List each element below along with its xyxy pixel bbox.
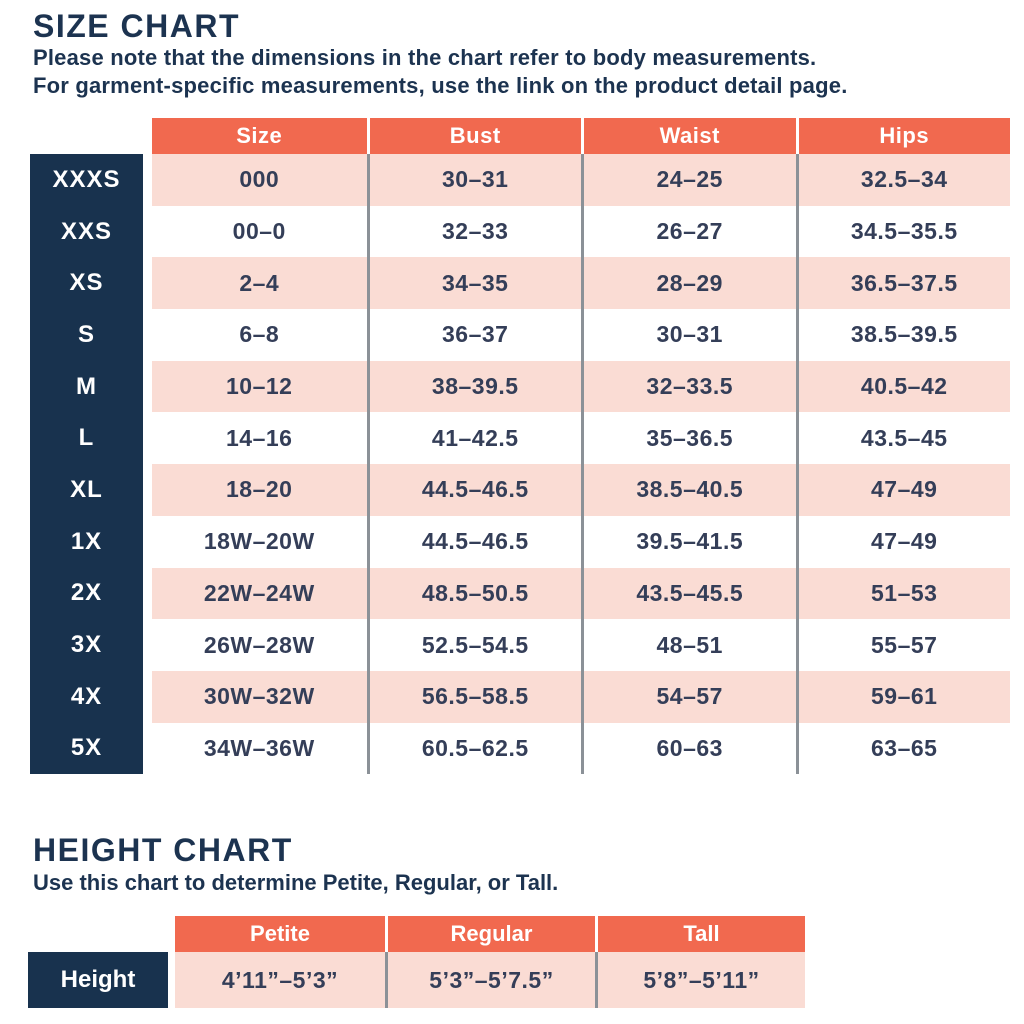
cell-waist: 54–57	[581, 670, 796, 723]
size-row-label: 4X	[70, 682, 103, 710]
cell-bust: 44.5–46.5	[366, 464, 582, 516]
height-chart-title: HEIGHT CHART	[33, 832, 293, 869]
cell-bust: 38–39.5	[366, 360, 582, 413]
cell-size: 26W–28W	[203, 631, 315, 658]
size-chart-header-row: Size Bust Waist Hips	[152, 118, 1010, 154]
size-row-label: 1X	[70, 527, 103, 555]
column-header-tall: Tall	[595, 916, 805, 953]
size-row-label: M	[76, 372, 97, 400]
cell-bust: 56.5–58.5	[366, 670, 582, 723]
cell-size: 000	[239, 166, 280, 193]
table-row: 2–4 34–35 28–29 36.5–37.5	[152, 257, 1011, 310]
size-chart-data-area: Size Bust Waist Hips 000 30–31 24–25 32.5–3…	[152, 118, 1011, 775]
cell-waist: 43.5–45.5	[581, 567, 796, 620]
cell-bust: 36–37	[366, 309, 582, 361]
cell-hips: 40.5–42	[795, 360, 1011, 413]
cell-waist: 26–27	[581, 205, 796, 258]
cell-size: 30W–32W	[203, 683, 315, 710]
cell-waist: 38.5–40.5	[581, 464, 796, 516]
cell-bust: 48.5–50.5	[366, 567, 582, 620]
cell-hips: 34.5–35.5	[795, 205, 1011, 258]
table-row: 10–12 38–39.5 32–33.5 40.5–42	[152, 360, 1011, 413]
size-row-label: 3X	[70, 631, 103, 659]
cell-bust: 52.5–54.5	[366, 619, 582, 671]
column-header-petite: Petite	[175, 916, 385, 953]
cell-bust: 60.5–62.5	[366, 722, 582, 775]
height-chart-data-area: Petite Regular Tall 4’11”–5’3” 5’3”–5’7.5…	[175, 916, 805, 1009]
height-chart-note: Use this chart to determine Petite, Regu…	[33, 870, 559, 896]
size-row-label: 2X	[70, 579, 103, 607]
cell-hips: 38.5–39.5	[795, 309, 1011, 361]
size-chart-note-line-2: For garment-specific measurements, use t…	[33, 73, 848, 98]
cell-bust: 41–42.5	[366, 412, 582, 465]
cell-size: 34W–36W	[203, 734, 315, 761]
height-chart-table: Height Petite Regular Tall 4’11”–5’3” 5’3…	[28, 916, 1024, 1009]
cell-bust: 32–33	[366, 205, 582, 258]
cell-size: 00–0	[232, 218, 286, 245]
table-row: 18W–20W 44.5–46.5 39.5–41.5 47–49	[152, 515, 1011, 568]
table-row: 30W–32W 56.5–58.5 54–57 59–61	[152, 670, 1011, 723]
size-row-label: S	[77, 320, 95, 348]
size-chart-title: SIZE CHART	[33, 8, 240, 44]
size-row-label: L	[78, 424, 95, 452]
cell-waist: 35–36.5	[581, 412, 796, 465]
cell-hips: 43.5–45	[795, 412, 1011, 465]
cell-size: 10–12	[226, 373, 293, 400]
cell-waist: 48–51	[581, 619, 796, 671]
table-row: 00–0 32–33 26–27 34.5–35.5	[152, 205, 1011, 258]
table-row: 14–16 41–42.5 35–36.5 43.5–45	[152, 412, 1011, 465]
cell-waist: 32–33.5	[581, 360, 796, 413]
cell-height-tall: 5’8”–5’11”	[595, 952, 805, 1009]
cell-size: 22W–24W	[203, 579, 315, 606]
size-row-label: XXS	[60, 217, 113, 245]
cell-hips: 47–49	[795, 515, 1011, 568]
cell-hips: 51–53	[795, 567, 1011, 620]
column-header-regular: Regular	[385, 916, 595, 953]
size-chart-table: XXXS XXS XS S M L XL 1X 2X 3X 4X 5X Size Bust Waist…	[30, 118, 1024, 775]
cell-bust: 34–35	[366, 257, 582, 310]
cell-waist: 28–29	[581, 257, 796, 310]
size-chart-note-line-1: Please note that the dimensions in the c…	[33, 45, 817, 70]
cell-size: 14–16	[226, 424, 293, 451]
column-header-hips: Hips	[795, 118, 1010, 154]
table-row: 6–8 36–37 30–31 38.5–39.5	[152, 309, 1010, 361]
cell-bust: 44.5–46.5	[366, 515, 582, 568]
cell-waist: 39.5–41.5	[581, 515, 796, 568]
table-row: 000 30–31 24–25 32.5–34	[152, 154, 1010, 206]
cell-waist: 60–63	[581, 722, 796, 775]
cell-height-petite: 4’11”–5’3”	[221, 966, 339, 993]
size-chart-rows: 000 30–31 24–25 32.5–34 00–0 32–33 26–27 34.5–3…	[152, 154, 1011, 775]
size-row-label: 5X	[70, 734, 103, 762]
height-chart-header-row: Petite Regular Tall	[175, 916, 805, 953]
height-values-row: 4’11”–5’3” 5’3”–5’7.5” 5’8”–5’11”	[175, 952, 805, 1009]
height-row-label: Height	[28, 952, 168, 1009]
size-row-label-column: XXXS XXS XS S M L XL 1X 2X 3X 4X 5X	[30, 154, 143, 775]
column-header-waist: Waist	[581, 118, 796, 154]
cell-hips: 59–61	[795, 670, 1011, 723]
cell-hips: 55–57	[795, 619, 1011, 671]
cell-size: 2–4	[239, 269, 280, 296]
table-row: 34W–36W 60.5–62.5 60–63 63–65	[152, 722, 1011, 775]
cell-hips: 63–65	[795, 722, 1011, 775]
table-row: 22W–24W 48.5–50.5 43.5–45.5 51–53	[152, 567, 1011, 620]
cell-height-regular: 5’3”–5’7.5”	[385, 952, 595, 1009]
cell-hips: 32.5–34	[795, 154, 1011, 206]
column-header-bust: Bust	[366, 118, 581, 154]
cell-waist: 30–31	[581, 309, 796, 361]
cell-size: 6–8	[239, 321, 280, 348]
cell-bust: 30–31	[366, 154, 582, 206]
cell-size: 18W–20W	[203, 528, 315, 555]
cell-size: 18–20	[226, 476, 293, 503]
cell-hips: 36.5–37.5	[795, 257, 1011, 310]
size-row-label: XL	[70, 475, 103, 503]
cell-hips: 47–49	[795, 464, 1011, 516]
table-row: 26W–28W 52.5–54.5 48–51 55–57	[152, 619, 1010, 671]
table-row: 18–20 44.5–46.5 38.5–40.5 47–49	[152, 464, 1010, 516]
size-row-label: XS	[69, 269, 104, 297]
column-header-size: Size	[152, 118, 367, 154]
cell-waist: 24–25	[581, 154, 796, 206]
size-row-label: XXXS	[52, 165, 121, 193]
